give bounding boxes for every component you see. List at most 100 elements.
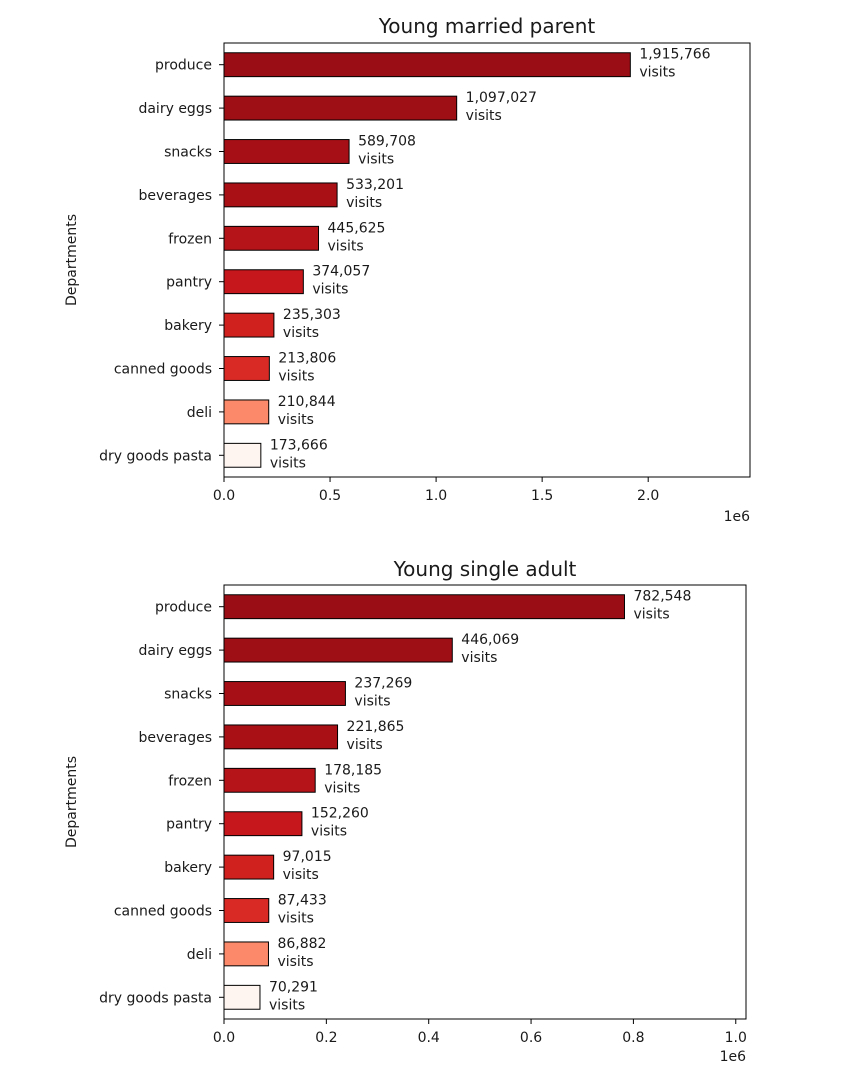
bar-produce — [223, 594, 625, 620]
x-tick-label: 0.4 — [418, 1030, 440, 1046]
data-label: 152,260 visits — [311, 806, 369, 840]
data-label: 235,303 visits — [283, 307, 341, 341]
data-label-unit: visits — [278, 369, 314, 385]
y-tick-label: deli — [187, 947, 212, 963]
plot-frame — [223, 42, 751, 478]
data-label-value: 237,269 — [354, 676, 412, 692]
data-label-unit: visits — [347, 737, 383, 753]
x-tick-label: 0.6 — [520, 1030, 542, 1046]
data-label: 86,882 visits — [277, 936, 326, 970]
x-tick-label: 0.8 — [622, 1030, 644, 1046]
x-tick-label: 2.0 — [637, 488, 659, 504]
data-label: 374,057 visits — [312, 264, 370, 298]
data-label: 213,806 visits — [278, 351, 336, 385]
y-tick-label: frozen — [168, 231, 212, 247]
data-label-unit: visits — [278, 412, 314, 428]
bar-deli — [223, 941, 269, 967]
y-tick-label: snacks — [164, 687, 212, 703]
bar-dry-goods-pasta — [223, 442, 262, 468]
bar-bakery — [223, 854, 275, 880]
y-tick-label: beverages — [138, 730, 212, 746]
plot-frame — [223, 584, 747, 1020]
data-label-value: 1,915,766 — [639, 47, 710, 63]
data-label-unit: visits — [312, 282, 348, 298]
data-label-value: 1,097,027 — [466, 90, 537, 106]
bar-dairy-eggs — [223, 95, 458, 121]
bar-dairy-eggs — [223, 637, 453, 663]
x-tick-label: 0.2 — [315, 1030, 337, 1046]
bar-snacks — [223, 681, 346, 706]
y-tick-label: snacks — [164, 145, 212, 161]
chart-title: Young married parent — [378, 14, 596, 38]
data-label-unit: visits — [633, 607, 669, 623]
data-label: 446,069 visits — [461, 632, 519, 666]
x-tick-label: 1.0 — [725, 1030, 747, 1046]
data-label: 178,185 visits — [324, 762, 382, 796]
data-label-value: 86,882 — [277, 936, 326, 952]
data-label-unit: visits — [354, 694, 390, 710]
data-label-unit: visits — [639, 65, 675, 81]
data-label-unit: visits — [283, 867, 319, 883]
data-label-value: 87,433 — [278, 893, 327, 909]
data-label: 533,201 visits — [346, 177, 404, 211]
data-label-value: 97,015 — [283, 849, 332, 865]
y-tick-label: bakery — [164, 318, 212, 334]
bar-snacks — [223, 139, 350, 164]
data-label: 221,865 visits — [347, 719, 405, 753]
data-label-value: 533,201 — [346, 177, 404, 193]
data-label: 1,097,027 visits — [466, 90, 537, 124]
y-tick-label: beverages — [138, 188, 212, 204]
y-tick-label: canned goods — [114, 904, 212, 920]
data-label: 237,269 visits — [354, 676, 412, 710]
bar-beverages — [223, 182, 338, 208]
y-tick-label: produce — [155, 58, 212, 74]
y-axis-label: Departments — [64, 756, 80, 848]
data-label: 87,433 visits — [278, 893, 327, 927]
data-label-unit: visits — [283, 325, 319, 341]
chart-panel-1: Young married parent Departments produce 1,… — [64, 14, 751, 525]
data-label-value: 445,625 — [328, 220, 386, 236]
data-label-value: 173,666 — [270, 437, 328, 453]
bar-produce — [223, 52, 631, 78]
x-tick-label: 0.0 — [213, 1030, 235, 1046]
bar-beverages — [223, 724, 339, 750]
bar-pantry — [223, 811, 303, 837]
data-label: 70,291 visits — [269, 979, 318, 1013]
y-tick-label: dry goods pasta — [99, 448, 212, 464]
y-tick-label: dairy eggs — [138, 643, 212, 659]
data-label-unit: visits — [269, 997, 305, 1013]
bar-frozen — [223, 767, 316, 793]
bar-pantry — [223, 269, 304, 295]
data-label-unit: visits — [328, 238, 364, 254]
x-tick-label: 1.5 — [531, 488, 553, 504]
bar-frozen — [223, 225, 320, 251]
data-label-unit: visits — [346, 195, 382, 211]
data-label-unit: visits — [277, 954, 313, 970]
data-label: 445,625 visits — [328, 220, 386, 254]
y-tick-label: produce — [155, 600, 212, 616]
y-tick-label: pantry — [166, 817, 212, 833]
x-axis-offset-label: 1e6 — [724, 509, 751, 525]
chart-title: Young single adult — [393, 557, 577, 581]
data-label-value: 221,865 — [347, 719, 405, 735]
x-tick-label: 0.5 — [319, 488, 341, 504]
data-label-unit: visits — [358, 152, 394, 168]
y-tick-label: canned goods — [114, 362, 212, 378]
data-label-value: 152,260 — [311, 806, 369, 822]
data-label-unit: visits — [311, 824, 347, 840]
chart-panel-2: Young single adult Departments produce 782,… — [64, 557, 747, 1065]
data-label-value: 178,185 — [324, 762, 382, 778]
x-tick-label: 1.0 — [425, 488, 447, 504]
x-tick-label: 0.0 — [213, 488, 235, 504]
bar-deli — [223, 399, 270, 425]
data-label-value: 446,069 — [461, 632, 519, 648]
data-label-unit: visits — [270, 455, 306, 471]
y-tick-label: bakery — [164, 860, 212, 876]
data-label: 210,844 visits — [278, 394, 336, 428]
y-tick-label: frozen — [168, 773, 212, 789]
data-label-value: 213,806 — [278, 351, 336, 367]
y-tick-label: dry goods pasta — [99, 990, 212, 1006]
data-label-value: 782,548 — [633, 589, 691, 605]
